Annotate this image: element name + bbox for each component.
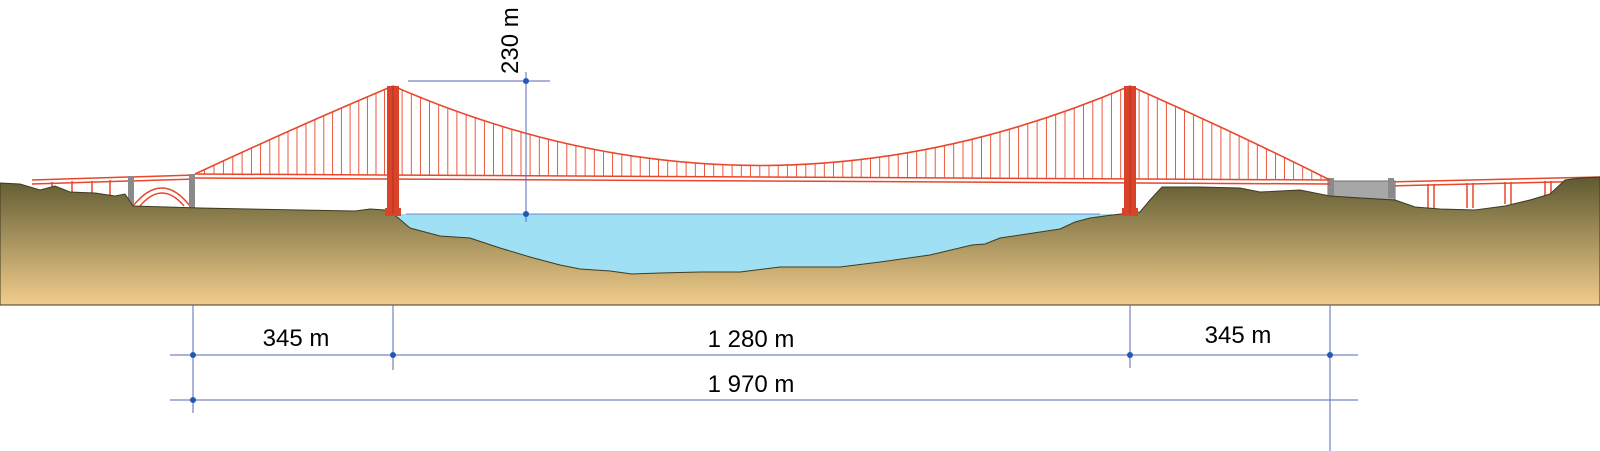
main-span-label: 1 280 m bbox=[708, 326, 795, 353]
span-dimensions bbox=[170, 305, 1358, 451]
left-anchor-pylon-b bbox=[189, 174, 195, 208]
height-label: 230 m bbox=[497, 7, 524, 74]
right-anchorage bbox=[1327, 178, 1396, 201]
main-cables bbox=[194, 85, 1331, 181]
left-anchor-pylon-a bbox=[128, 176, 134, 206]
left-tower bbox=[385, 86, 401, 216]
left-span-label: 345 m bbox=[263, 325, 330, 352]
right-span-label: 345 m bbox=[1205, 322, 1272, 349]
height-dimension bbox=[406, 72, 1100, 222]
bridge-deck bbox=[194, 173, 1331, 185]
total-length-label: 1 970 m bbox=[708, 371, 795, 398]
span-dimension-dots bbox=[190, 352, 1333, 403]
terrain bbox=[0, 176, 1600, 306]
suspender-cables bbox=[204, 89, 1322, 180]
right-tower bbox=[1122, 86, 1138, 216]
